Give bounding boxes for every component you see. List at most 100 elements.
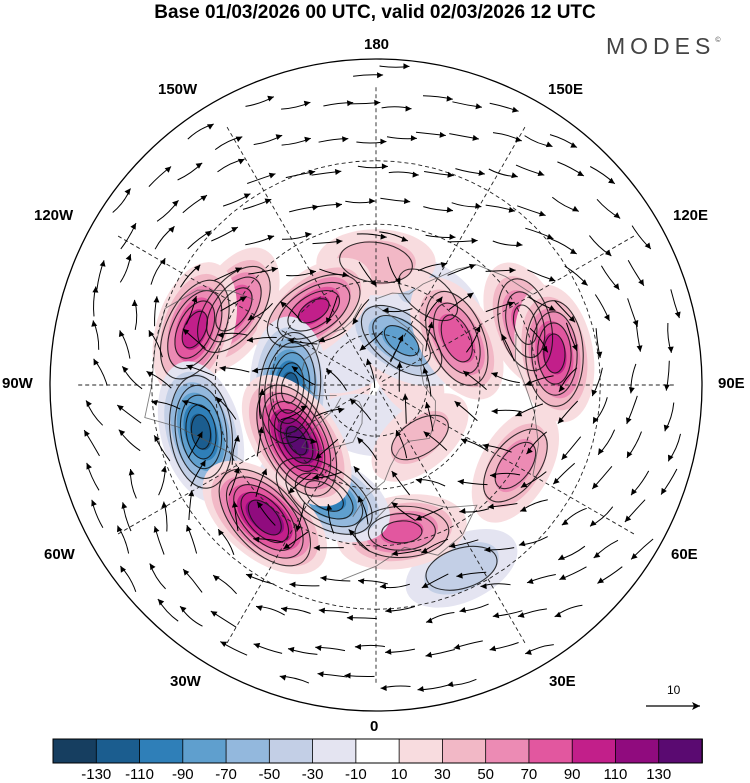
- anomaly-band: [245, 499, 285, 536]
- wind-vector-head: [281, 606, 288, 613]
- wind-vector-head: [516, 241, 523, 248]
- wind-vector-head: [475, 103, 482, 110]
- parallel-line: [271, 280, 481, 490]
- wind-vector-head: [422, 367, 429, 374]
- wind-vector-head: [237, 158, 245, 165]
- wind-vector-head: [417, 686, 424, 692]
- wind-vector-head: [335, 202, 342, 209]
- wind-vector-head: [130, 223, 136, 230]
- wind-vector-head: [559, 574, 567, 580]
- wind-vector-head: [153, 526, 160, 533]
- wind-vector-head: [385, 607, 392, 614]
- wind-vector-head: [313, 544, 320, 551]
- wind-vector-head: [421, 582, 429, 588]
- wind-vector-head: [553, 477, 560, 485]
- lon-label-30w: 30W: [170, 673, 201, 690]
- wind-vector-head: [561, 519, 569, 526]
- wind-vector-head: [357, 437, 364, 444]
- wind-vector-head: [197, 431, 203, 439]
- wind-vector-head: [122, 366, 129, 373]
- wind-vector-head: [264, 198, 272, 205]
- wind-vector-head: [128, 469, 135, 476]
- wind-vector-head: [182, 328, 190, 335]
- wind-vector-head: [592, 482, 599, 489]
- wind-vector-head: [287, 337, 295, 344]
- colorbar-swatch: [139, 738, 184, 764]
- wind-vector-head: [391, 502, 399, 509]
- wind-vector-head: [537, 170, 545, 176]
- copyright-mark: ©: [715, 37, 721, 44]
- height-contour: [531, 311, 578, 396]
- wind-vector-head: [86, 462, 92, 470]
- wind-vector-head: [92, 286, 99, 293]
- wind-vector-head: [346, 614, 353, 621]
- wind-vector-head: [472, 134, 479, 141]
- wind-vector-head: [423, 431, 431, 438]
- wind-vector-head: [148, 330, 155, 338]
- wind-vector-head: [337, 407, 345, 414]
- wind-vector-head: [349, 398, 357, 405]
- wind-vector-head: [518, 540, 526, 547]
- wind-vector-head: [172, 200, 179, 207]
- wind-vector-head: [151, 399, 158, 406]
- wind-vector-head: [632, 320, 639, 327]
- wind-vector-head: [271, 266, 278, 273]
- wind-vector-head: [253, 642, 261, 649]
- wind-vector-head: [605, 249, 612, 256]
- wind-vector-head: [526, 447, 533, 455]
- wind-vector-head: [318, 336, 326, 343]
- coastline-segment: [375, 264, 534, 300]
- wind-vector-head: [663, 424, 670, 432]
- wind-vector-head: [380, 233, 387, 240]
- colorbar-swatch: [571, 738, 617, 764]
- wind-vector-head: [545, 141, 553, 148]
- wind-vector-head: [149, 563, 156, 571]
- height-contour: [264, 342, 316, 434]
- colorbar-tick-label: -70: [215, 766, 237, 783]
- colorbar-tick-label: 70: [520, 766, 538, 783]
- wind-vector-head: [267, 95, 274, 102]
- wind-vector-head: [186, 525, 192, 532]
- wind-vector-head: [243, 193, 251, 199]
- height-contour: [543, 333, 566, 374]
- wind-vector-head: [159, 258, 166, 265]
- coastline-segment: [352, 305, 436, 517]
- wind-vector-head: [304, 136, 311, 143]
- wind-vector-head: [415, 515, 423, 521]
- colorbar-swatch: [485, 738, 530, 764]
- wind-vector-head: [182, 400, 189, 406]
- height-contour: [277, 281, 351, 340]
- lon-label-90e: 90E: [718, 375, 745, 392]
- wind-vector-head: [449, 233, 456, 240]
- wind-vector-head: [259, 388, 265, 396]
- wind-vector-head: [353, 466, 360, 473]
- wind-vector-head: [191, 296, 198, 303]
- wind-vector-head: [358, 578, 365, 585]
- wind-vector-head: [391, 471, 398, 478]
- colorbar-swatch: [355, 738, 401, 764]
- wind-vector-head: [213, 575, 220, 582]
- wind-vector-head: [295, 525, 302, 532]
- colorbar-tick-label: 30: [434, 766, 451, 783]
- wind-vector-head: [370, 279, 377, 287]
- wind-vector-head: [334, 169, 342, 175]
- wind-vector-head: [234, 435, 240, 442]
- wind-vector-head: [180, 606, 187, 613]
- wind-vector-head: [628, 387, 635, 394]
- wind-vector-head: [570, 248, 577, 254]
- wind-vector-head: [157, 599, 165, 606]
- wind-vector-head: [661, 487, 667, 495]
- wind-vector-head: [457, 478, 464, 485]
- wind-vector-head: [527, 578, 534, 584]
- wind-vector-head: [380, 138, 387, 145]
- wind-vector-head: [397, 334, 404, 342]
- wind-vector-head: [93, 358, 99, 366]
- wind-vector-head: [200, 195, 207, 202]
- wind-vector-head: [447, 171, 454, 178]
- height-contour: [174, 384, 228, 480]
- wind-vector-head: [99, 260, 106, 267]
- wind-vector-head: [446, 206, 453, 213]
- wind-vector-head: [315, 452, 322, 460]
- wind-vector-head: [491, 372, 498, 378]
